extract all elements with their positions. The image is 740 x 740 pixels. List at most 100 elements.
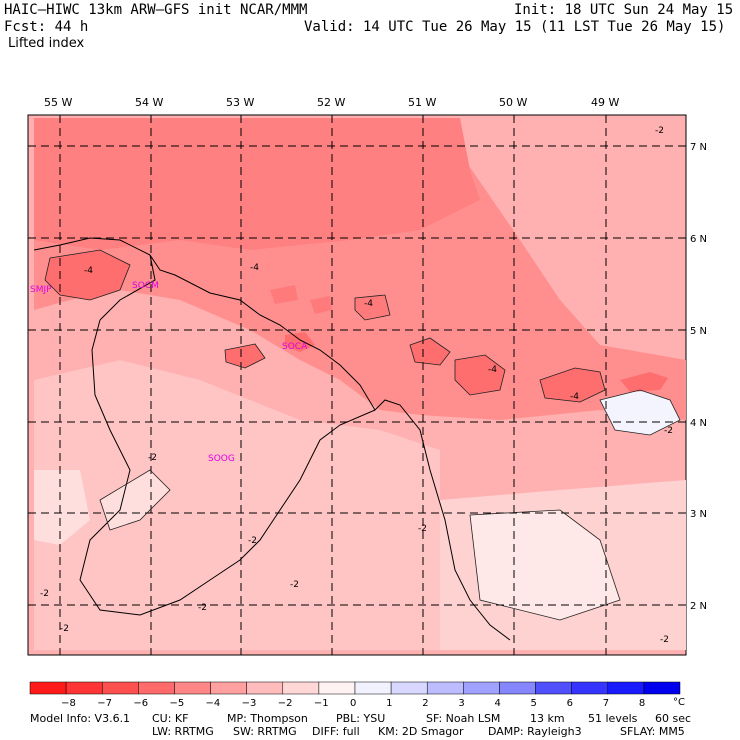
colorbar <box>29 681 681 695</box>
footer-item: PBL: YSU <box>336 712 386 725</box>
colorbar-swatch <box>138 681 175 695</box>
colorbar-tick-label: 6 <box>567 698 573 709</box>
init-time: Init: 18 UTC Sun 24 May 15 <box>514 2 734 18</box>
lon-label: 50 W <box>499 96 527 109</box>
colorbar-swatch <box>463 681 500 695</box>
footer-item: SFLAY: MM5 <box>620 725 685 738</box>
footer-item: SF: Noah LSM <box>426 712 501 725</box>
colorbar-tick-label: −7 <box>97 698 112 709</box>
footer-res: 13 km <box>530 712 565 725</box>
footer-item: 60 sec <box>655 712 692 725</box>
contour-label: -4 <box>250 263 259 273</box>
colorbar-ticks: −8 −7 −6 −5 −4 −3 −2 −1 0 1 2 3 4 5 6 7 8 <box>61 698 645 709</box>
footer-sf: SF: Noah LSM <box>426 712 500 725</box>
contour-label: -2 <box>40 589 49 599</box>
colorbar-swatch <box>282 681 320 695</box>
colorbar-swatch <box>607 681 645 695</box>
colorbar-swatch <box>499 681 536 695</box>
colorbar-swatch <box>643 681 681 695</box>
colorbar-tick-label: 1 <box>386 698 392 709</box>
lat-label: 7 N <box>690 142 707 153</box>
colorbar-tick-label: −3 <box>242 698 257 709</box>
colorbar-tick-label: −2 <box>278 698 293 709</box>
latitude-labels: 7 N 6 N 5 N 4 N 3 N 2 N <box>690 142 707 612</box>
colorbar-tick-label: 7 <box>603 698 609 709</box>
footer-item: SW: RRTMG <box>233 725 297 738</box>
footer-diff: DIFF: full <box>312 725 360 738</box>
contour-label: -2 <box>60 624 69 634</box>
lon-label: 53 W <box>226 96 254 109</box>
colorbar-tick-label: −8 <box>61 698 76 709</box>
colorbar-swatch <box>246 681 284 695</box>
lon-label: 55 W <box>44 96 72 109</box>
lon-label: 51 W <box>408 96 436 109</box>
colorbar-tick-label: 4 <box>494 698 500 709</box>
colorbar-swatch <box>390 681 428 695</box>
colorbar-swatch <box>65 681 103 695</box>
colorbar-tick-label: 2 <box>422 698 428 709</box>
model-title: HAIC–HIWC 13km ARW–GFS init NCAR/MMM <box>4 2 308 18</box>
colorbar-tick-label: 8 <box>639 698 645 709</box>
station-label: SMJP <box>30 285 52 295</box>
contour-label: -2 <box>655 126 664 136</box>
colorbar-tick-label: 0 <box>350 698 356 709</box>
colorbar-swatch <box>426 681 464 695</box>
colorbar-swatch <box>318 681 356 695</box>
colorbar-unit: °C <box>673 697 685 708</box>
contour-label: -4 <box>364 299 373 309</box>
footer-damp: DAMP: Rayleigh3 <box>488 725 582 738</box>
footer-item: CU: KF <box>152 712 189 725</box>
colorbar-swatch <box>571 681 609 695</box>
graticule <box>28 115 686 655</box>
footer-mp: MP: Thompson <box>227 712 308 725</box>
shaded-field <box>27 114 687 656</box>
lat-label: 4 N <box>690 418 707 429</box>
contour-value-labels: -4 -4 -4 -4 -4 -2 -2 -2 -2 -2 -2 -2 -2 -… <box>40 126 673 645</box>
colorbar-tick-label: −5 <box>169 698 184 709</box>
coastline-borders <box>33 237 511 641</box>
footer-lw: LW: RRTMG <box>152 725 214 738</box>
footer-item: DIFF: full <box>312 725 360 738</box>
colorbar-tick-label: 3 <box>458 698 464 709</box>
colorbar-swatch <box>210 681 247 695</box>
station-labels: SMJP SOCM SOCA SOOG <box>30 281 308 464</box>
contour-label: -2 <box>418 524 427 534</box>
footer-item: LW: RRTMG <box>152 725 214 738</box>
footer-item: 51 levels <box>588 712 638 725</box>
footer-item: DAMP: Rayleigh3 <box>488 725 582 738</box>
contour-label: -4 <box>488 365 497 375</box>
colorbar-tick-label: −6 <box>133 698 148 709</box>
footer-levels: 51 levels <box>588 712 637 725</box>
contour-label: -4 <box>570 392 579 402</box>
colorbar-swatch <box>354 681 392 695</box>
contour-lines <box>44 249 681 621</box>
footer-item: Model Info: V3.6.1 <box>30 712 131 725</box>
colorbar-swatch <box>101 681 139 695</box>
footer-pbl: PBL: YSU <box>336 712 385 725</box>
footer-km: KM: 2D Smagor <box>378 725 464 738</box>
footer-item: KM: 2D Smagor <box>378 725 464 738</box>
contour-label: -2 <box>148 453 157 463</box>
colorbar-tick-label: −4 <box>206 698 221 709</box>
footer-timestep: 60 sec <box>655 712 691 725</box>
station-label: SOCA <box>282 342 308 352</box>
colorbar-tick-label: −1 <box>314 698 329 709</box>
station-label: SOOG <box>208 454 235 464</box>
contour-label: -2 <box>660 635 669 645</box>
station-label: SOCM <box>132 281 159 291</box>
colorbar-tick-label: 5 <box>531 698 537 709</box>
footer-item: 13 km <box>530 712 565 725</box>
lat-label: 2 N <box>690 601 707 612</box>
contour-label: -2 <box>248 536 257 546</box>
colorbar-swatch <box>535 681 572 695</box>
longitude-labels: 55 W 54 W 53 W 52 W 51 W 50 W 49 W <box>44 96 619 109</box>
footer-cu: CU: KF <box>152 712 188 725</box>
contour-label: -2 <box>290 580 299 590</box>
lon-label: 52 W <box>317 96 345 109</box>
lat-label: 5 N <box>690 326 707 337</box>
contour-label: -2 <box>664 426 673 436</box>
colorbar-swatch <box>174 681 211 695</box>
forecast-hour: Fcst: 44 h <box>4 19 89 35</box>
footer-sflay: SFLAY: MM5 <box>620 725 685 738</box>
